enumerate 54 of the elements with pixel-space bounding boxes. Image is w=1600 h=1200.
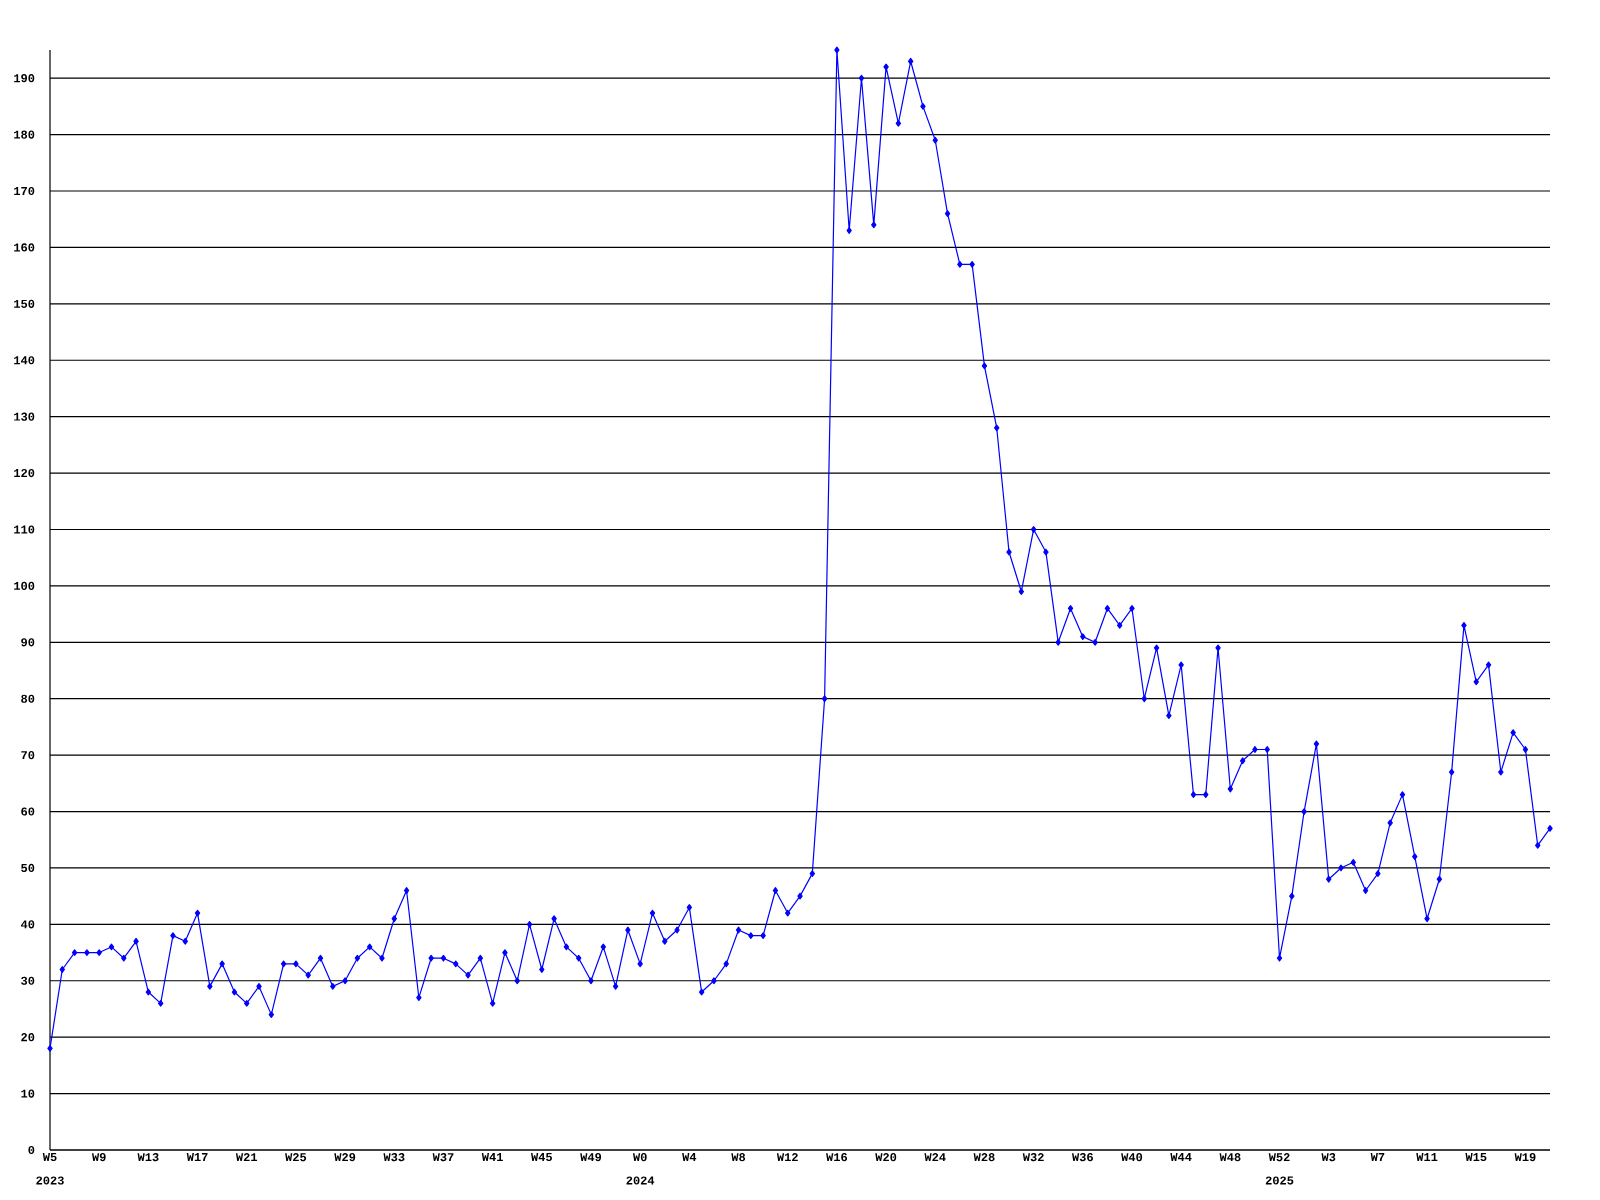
y-tick-label: 160	[14, 243, 35, 252]
y-tick-label: 40	[20, 920, 35, 929]
y-tick-label: 30	[21, 976, 35, 985]
x-tick-label: W19	[1514, 1153, 1536, 1162]
x-tick-label: W12	[776, 1153, 798, 1162]
x-tick-label: W25	[285, 1153, 307, 1162]
y-tick-label: 130	[14, 412, 35, 421]
x-tick-label: W20	[875, 1153, 897, 1162]
x-tick-label: W4	[682, 1153, 697, 1161]
x-tick-label: W13	[137, 1153, 159, 1162]
y-tick-label: 0	[28, 1145, 35, 1155]
y-tick-label: 140	[14, 356, 35, 365]
y-tick-label: 20	[21, 1033, 35, 1042]
y-tick-label: 170	[14, 186, 35, 196]
y-tick-label: 110	[14, 525, 35, 534]
y-tick-label: 10	[21, 1089, 35, 1098]
x-tick-label: W40	[1121, 1153, 1143, 1162]
text: 2025	[1265, 1176, 1294, 1185]
x-tick-label: W28	[973, 1153, 995, 1162]
x-tick-label: W48	[1219, 1153, 1241, 1162]
y-tick-label: 180	[14, 130, 35, 139]
text: 2023	[36, 1176, 64, 1185]
x-tick-label: W16	[826, 1153, 848, 1162]
x-tick-label: W24	[924, 1153, 946, 1162]
x-tick-label: W3	[1321, 1153, 1336, 1162]
y-tick-label: 100	[14, 581, 35, 590]
x-tick-label: W52	[1268, 1153, 1290, 1162]
y-tick-label: 150	[14, 299, 35, 308]
x-tick-label: W45	[531, 1153, 552, 1162]
x-tick-label: W15	[1465, 1153, 1487, 1162]
x-tick-label: W21	[235, 1153, 258, 1162]
x-tick-label: W17	[186, 1153, 208, 1161]
y-tick-label: 90	[21, 638, 35, 647]
y-tick-label: 50	[21, 863, 35, 873]
x-tick-label: W33	[383, 1153, 405, 1162]
x-tick-label: W8	[731, 1153, 746, 1162]
y-tick-label: 190	[14, 74, 35, 83]
y-tick-label: 60	[21, 807, 35, 816]
x-tick-label: W37	[432, 1153, 454, 1162]
x-tick-label: W36	[1072, 1153, 1093, 1162]
x-tick-label: W7	[1370, 1153, 1385, 1161]
x-tick-label: W5	[42, 1153, 57, 1162]
x-tick-label: W29	[334, 1153, 356, 1162]
x-tick-label: W49	[580, 1153, 602, 1162]
x-tick-label: W44	[1170, 1153, 1192, 1161]
x-tick-label: W41	[481, 1153, 503, 1161]
x-tick-label: W11	[1416, 1153, 1438, 1161]
y-tick-label: 120	[14, 469, 35, 478]
y-tick-label: 80	[21, 694, 35, 703]
text: 2024	[626, 1176, 655, 1185]
y-tick-label: 70	[21, 751, 35, 760]
x-tick-label: W9	[91, 1153, 106, 1162]
x-tick-label: W32	[1022, 1153, 1044, 1162]
x-tick-label: W0	[632, 1153, 647, 1162]
